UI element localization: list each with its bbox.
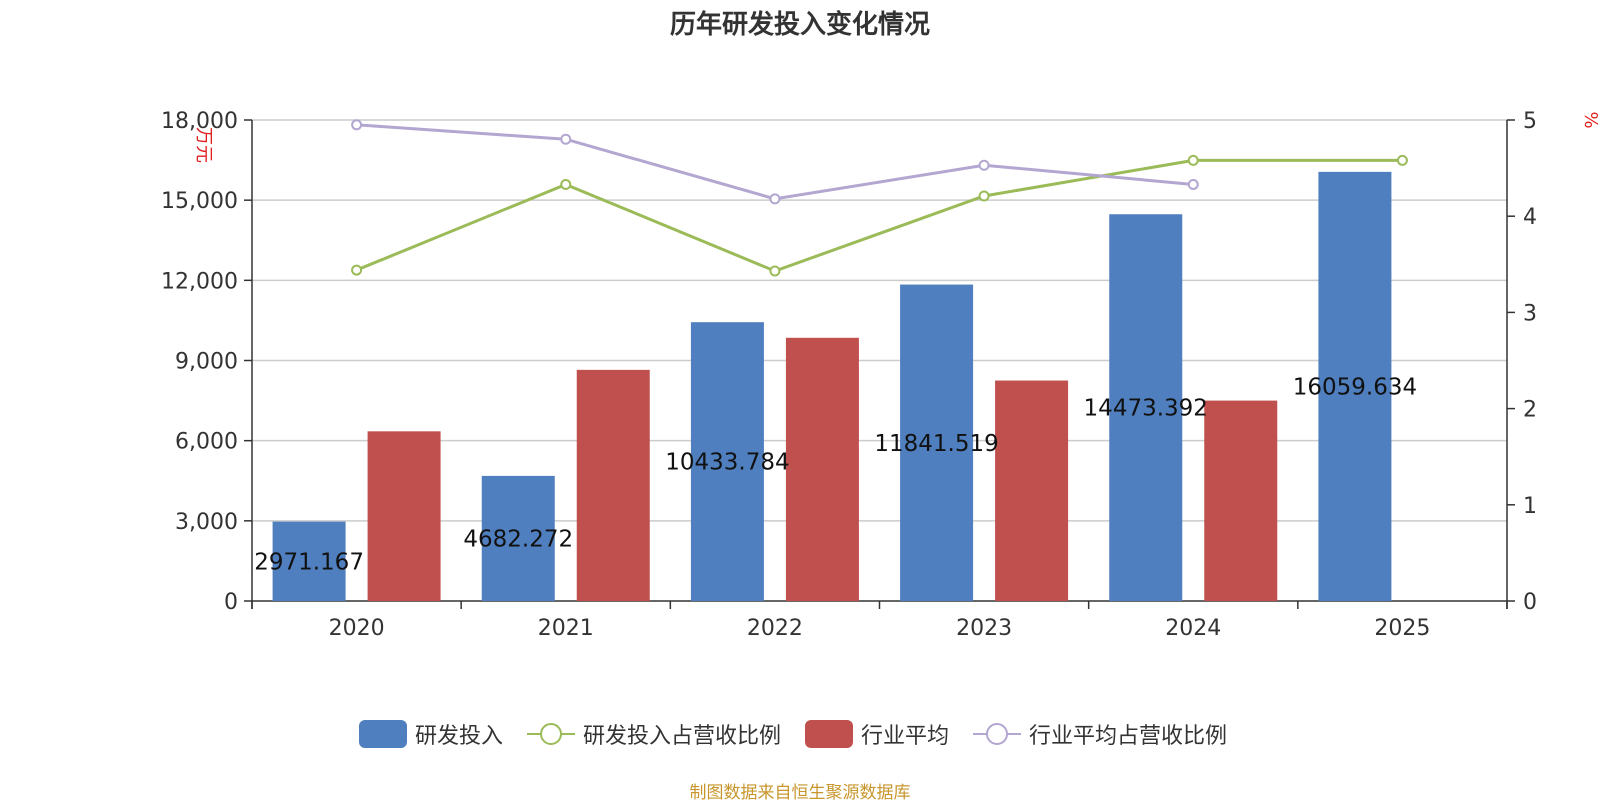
legend-swatch-rd-investment	[358, 720, 407, 748]
legend-swatch-rd-ratio	[526, 723, 575, 745]
x-tick-label: 2022	[747, 616, 803, 641]
bar-industry-avg	[367, 431, 441, 601]
data-source-note: 制图数据来自恒生聚源数据库	[689, 783, 911, 803]
legend-label-rd-ratio: 研发投入占营收比例	[582, 724, 781, 749]
y-right-tick-label: 0	[1523, 590, 1537, 615]
point-rd-ratio	[769, 265, 781, 277]
x-tick-label: 2023	[956, 616, 1012, 641]
point-industry-ratio	[1187, 178, 1199, 190]
bar-data-label: 2971.167	[254, 549, 364, 575]
bar-data-label: 16059.634	[1293, 374, 1417, 400]
bar-rd-investment	[690, 322, 764, 601]
x-tick-label: 2020	[329, 616, 385, 641]
point-rd-ratio	[1187, 154, 1199, 166]
bar-rd-investment	[1318, 171, 1392, 601]
line-rd-ratio	[356, 158, 1403, 273]
legend-item-industry-avg[interactable]: 行业平均	[805, 718, 949, 750]
bar-rd-investment	[900, 284, 974, 601]
legend-swatch-industry-ratio	[973, 723, 1022, 745]
y-left-unit-label: 万元	[193, 127, 214, 163]
y-right-tick-label: 3	[1523, 301, 1537, 326]
bar-rd-investment	[481, 475, 555, 601]
bar-rd-investment	[272, 521, 346, 601]
y-left-tick-label: 6,000	[175, 430, 238, 455]
point-rd-ratio	[560, 178, 572, 190]
legend-item-industry-ratio[interactable]: 行业平均占营收比例	[973, 718, 1227, 750]
point-industry-ratio	[351, 119, 363, 131]
point-industry-ratio	[978, 159, 990, 171]
y-right-tick-label: 5	[1523, 109, 1537, 134]
bar-data-label: 11841.519	[874, 431, 998, 457]
x-tick-label: 2025	[1374, 616, 1430, 641]
legend-label-industry-avg: 行业平均	[861, 724, 950, 749]
y-right-unit-label: %	[1580, 111, 1600, 128]
legend-item-rd-ratio[interactable]: 研发投入占营收比例	[526, 718, 781, 750]
y-left-tick-label: 12,000	[161, 269, 238, 294]
point-rd-ratio	[1396, 154, 1408, 166]
point-rd-ratio	[978, 190, 990, 202]
bar-data-label: 4682.272	[463, 526, 573, 552]
chart-title: 历年研发投入变化情况	[669, 10, 930, 40]
bar-industry-avg	[785, 337, 859, 601]
bar-rd-investment	[1109, 214, 1183, 601]
y-right-tick-label: 4	[1523, 205, 1537, 230]
legend-label-industry-ratio: 行业平均占营收比例	[1029, 724, 1228, 749]
point-industry-ratio	[560, 133, 572, 145]
x-tick-label: 2021	[538, 616, 594, 641]
y-right-tick-label: 1	[1523, 494, 1537, 519]
line-industry-ratio	[356, 123, 1194, 201]
bar-industry-avg	[995, 380, 1069, 601]
y-left-tick-label: 0	[224, 590, 238, 615]
point-rd-ratio	[351, 264, 363, 276]
x-tick-label: 2024	[1165, 616, 1221, 641]
bar-industry-avg	[1204, 400, 1278, 601]
legend-swatch-industry-avg	[805, 720, 853, 748]
bar-industry-avg	[576, 369, 650, 601]
bar-data-label: 10433.784	[665, 450, 789, 476]
y-left-tick-label: 15,000	[161, 189, 238, 214]
y-left-tick-label: 18,000	[161, 109, 238, 134]
y-right-tick-label: 2	[1523, 398, 1537, 423]
legend-label-rd-investment: 研发投入	[414, 724, 503, 749]
point-industry-ratio	[769, 193, 781, 205]
y-left-tick-label: 9,000	[175, 350, 238, 375]
legend: 研发投入 研发投入占营收比例 行业平均 行业平均占营收比例	[0, 718, 1600, 750]
legend-item-rd-investment[interactable]: 研发投入	[358, 718, 503, 750]
bar-data-label: 14473.392	[1084, 396, 1208, 422]
y-left-tick-label: 3,000	[175, 510, 238, 535]
